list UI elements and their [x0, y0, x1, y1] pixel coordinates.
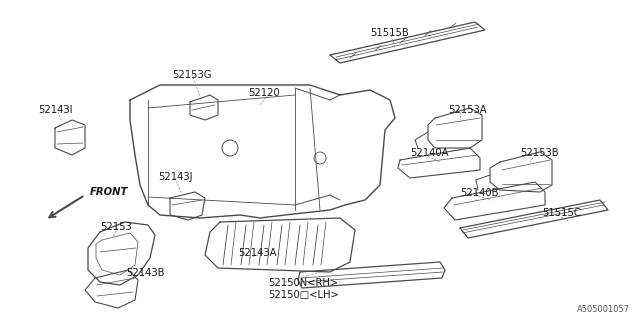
Text: 51515C: 51515C: [542, 208, 580, 218]
Text: 52143J: 52143J: [158, 172, 193, 182]
Text: 52120: 52120: [248, 88, 280, 98]
Text: 52143B: 52143B: [126, 268, 164, 278]
Text: 52150N<RH>: 52150N<RH>: [268, 278, 338, 288]
Text: 52140A: 52140A: [410, 148, 449, 158]
Text: 52153B: 52153B: [520, 148, 559, 158]
Text: A505001057: A505001057: [577, 305, 630, 314]
Text: 52153A: 52153A: [448, 105, 486, 115]
Text: FRONT: FRONT: [90, 187, 129, 197]
Text: 52150□<LH>: 52150□<LH>: [268, 290, 339, 300]
Text: 52143I: 52143I: [38, 105, 72, 115]
Text: 52143A: 52143A: [238, 248, 276, 258]
Text: 52153: 52153: [100, 222, 132, 232]
Text: 52153G: 52153G: [172, 70, 211, 80]
Text: 51515B: 51515B: [370, 28, 409, 38]
Text: 52140B: 52140B: [460, 188, 499, 198]
